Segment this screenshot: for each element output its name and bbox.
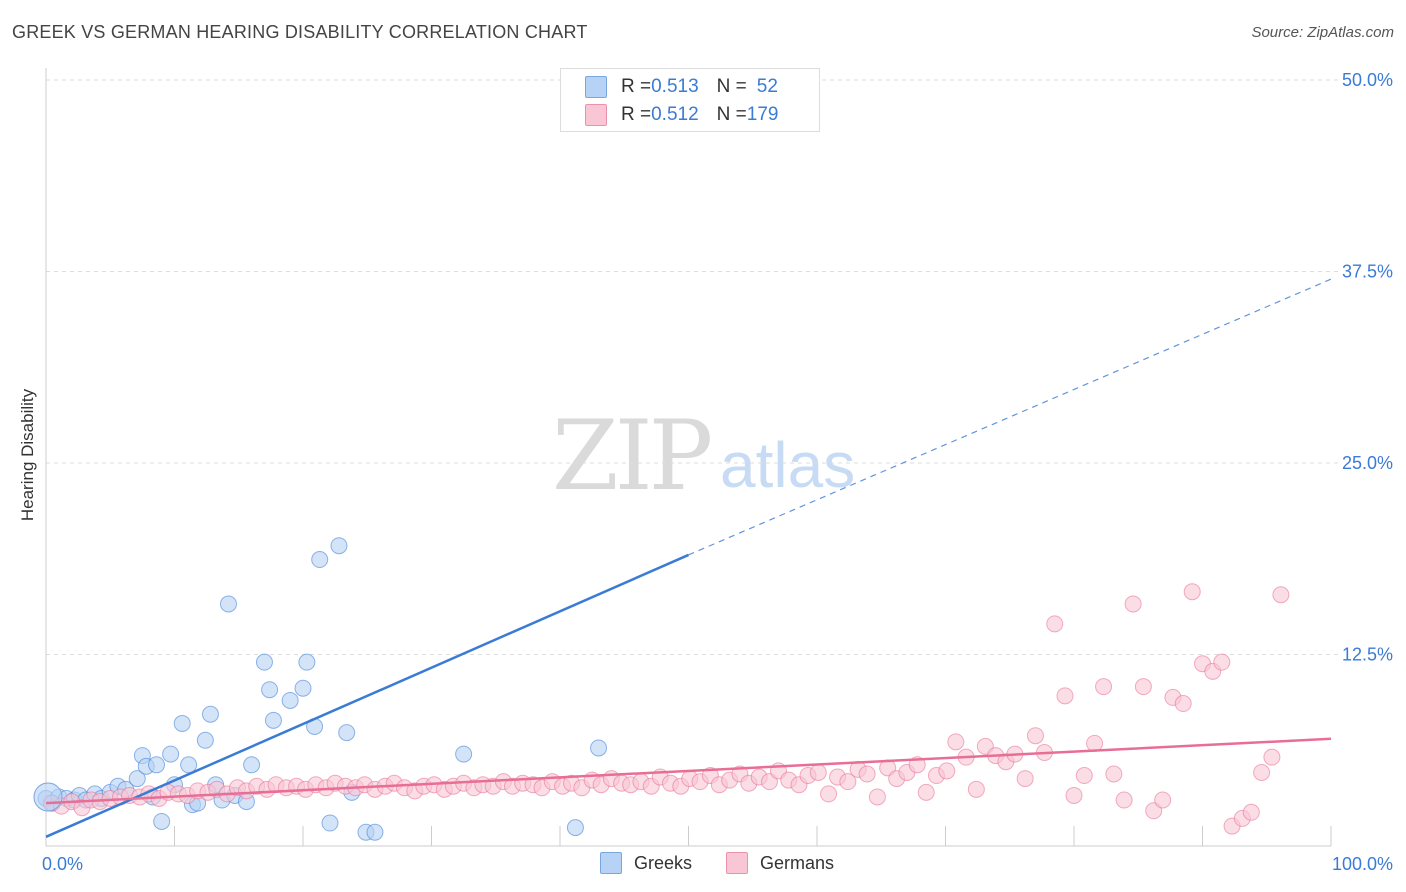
y-axis-label: Hearing Disability (18, 388, 37, 522)
y-tick-label: 25.0% (1342, 453, 1393, 473)
greeks-point (264, 711, 282, 729)
greeks-point (153, 812, 171, 830)
greeks-trendline (45, 553, 690, 838)
legend-swatch-germans (726, 852, 749, 874)
series-legend: Greeks Germans (600, 852, 868, 874)
germans-r-label: R = (621, 104, 652, 125)
greeks-point (566, 819, 584, 837)
greeks-point (173, 714, 191, 732)
germans-point (1095, 678, 1113, 696)
germans-point (1105, 765, 1123, 783)
chart-title: GREEK VS GERMAN HEARING DISABILITY CORRE… (12, 22, 588, 42)
germans-point (1056, 687, 1074, 705)
watermark-atlas: atlas (720, 429, 856, 501)
y-tick-label: 12.5% (1342, 645, 1393, 665)
greeks-point (298, 653, 316, 671)
germans-point (1253, 763, 1271, 781)
germans-n-label: N = (716, 104, 747, 125)
germans-point (1046, 615, 1064, 633)
greeks-n-value: 52 (756, 76, 778, 97)
greeks-point (311, 551, 329, 569)
greeks-point (243, 756, 261, 774)
greeks-n-label: N = (716, 76, 747, 97)
germans-point (938, 762, 956, 780)
greeks-point (196, 731, 214, 749)
y-tick-label: 50.0% (1342, 70, 1393, 90)
watermark-zip: ZIP (552, 400, 713, 512)
greeks-point (455, 745, 473, 763)
stats-legend-row-greeks: R = 0.513 N = 52 (585, 75, 778, 99)
y-tick-label: 37.5% (1342, 262, 1393, 282)
greeks-point (294, 679, 312, 697)
germans-point (820, 785, 838, 803)
greeks-swatch (585, 76, 607, 98)
greeks-r-value: 0.513 (651, 76, 699, 97)
germans-point (967, 780, 985, 798)
germans-point (1134, 678, 1152, 696)
germans-point (947, 733, 965, 751)
legend-item-germans: Germans (726, 852, 834, 874)
greeks-point (162, 745, 180, 763)
germans-point (1272, 586, 1290, 604)
germans-point (1016, 770, 1034, 788)
greeks-point (128, 770, 146, 788)
legend-item-greeks: Greeks (600, 852, 692, 874)
greeks-point (148, 756, 166, 774)
germans-point (1174, 695, 1192, 713)
germans-point (1065, 786, 1083, 804)
germans-point (1242, 803, 1260, 821)
germans-r-value: 0.512 (651, 104, 699, 125)
greeks-point (330, 537, 348, 555)
legend-label-germans: Germans (760, 852, 835, 873)
germans-point (1124, 595, 1142, 613)
x-tick-label: 100.0% (1332, 854, 1393, 874)
greeks-point (321, 814, 339, 832)
germans-point (1086, 734, 1104, 752)
germans-n-value: 179 (746, 104, 779, 125)
greeks-point (255, 653, 273, 671)
germans-point (1213, 653, 1231, 671)
legend-label-greeks: Greeks (634, 852, 693, 873)
greeks-point (366, 823, 384, 841)
germans-point (809, 763, 827, 781)
germans-point (839, 773, 857, 791)
germans-point (1026, 727, 1044, 745)
greeks-point (219, 595, 237, 613)
stats-legend-row-germans: R = 0.512 N = 179 (585, 103, 778, 127)
germans-point (1154, 791, 1172, 809)
greeks-point (338, 724, 356, 742)
germans-point (1263, 748, 1281, 766)
greeks-point (33, 782, 63, 812)
germans-point (1183, 583, 1201, 601)
greeks-point (590, 739, 608, 757)
greeks-r-label: R = (621, 76, 652, 97)
legend-swatch-greeks (600, 852, 622, 874)
germans-point (858, 765, 876, 783)
stats-legend: R = 0.513 N = 52 R = 0.512 N = 179 (560, 68, 820, 132)
greeks-point (281, 691, 299, 709)
greeks-point (201, 705, 219, 723)
germans-swatch (585, 104, 607, 126)
greeks-point (180, 756, 198, 774)
germans-trendline (45, 737, 1332, 805)
source-label: Source: ZipAtlas.com (1251, 24, 1394, 41)
germans-point (1115, 791, 1133, 809)
germans-point (917, 783, 935, 801)
greeks-trendline-extension (688, 278, 1332, 556)
greeks-point (261, 681, 279, 699)
x-tick-label: 0.0% (42, 854, 83, 874)
germans-point (868, 788, 886, 806)
germans-point (1075, 767, 1093, 785)
